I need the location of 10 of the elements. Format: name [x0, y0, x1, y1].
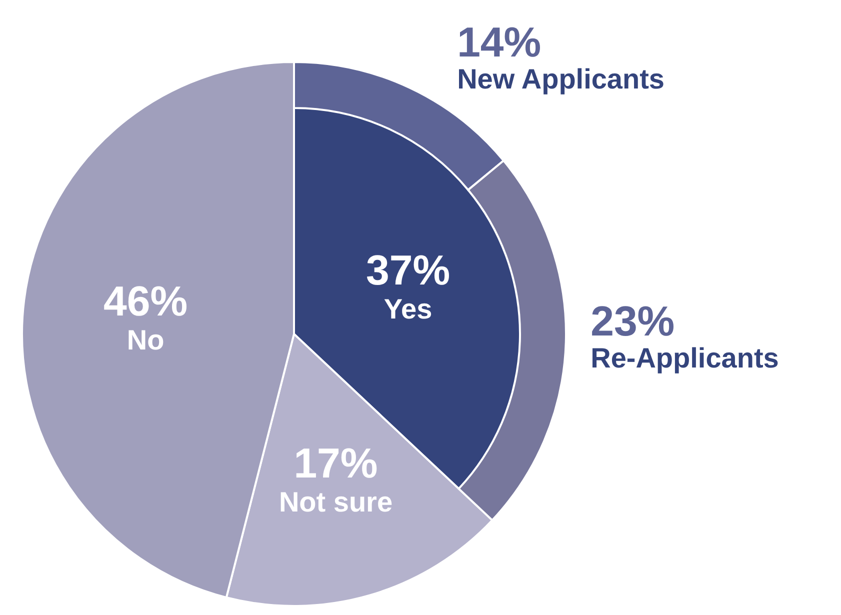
slice-label: Yes: [384, 294, 432, 325]
slice-label: Re-Applicants: [590, 342, 779, 374]
data-label: 37%: [366, 246, 450, 294]
data-label: 46%: [104, 277, 188, 324]
slice-label: New Applicants: [457, 63, 665, 94]
data-label: 23%: [590, 297, 675, 344]
slice-label: No: [126, 324, 164, 356]
slice-label: Not sure: [278, 486, 393, 518]
data-label: 17%: [294, 440, 378, 487]
data-label: 14%: [457, 18, 542, 66]
